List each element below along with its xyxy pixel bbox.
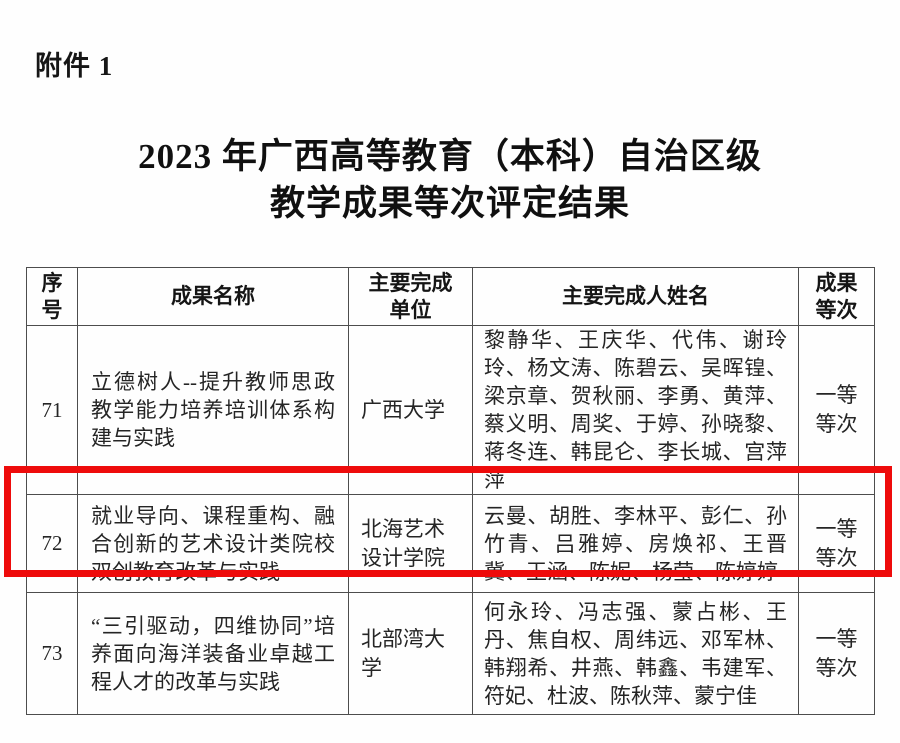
page-title-line-2: 教学成果等次评定结果 <box>269 184 630 223</box>
header-achievement-name: 成果名称 <box>77 267 349 326</box>
page-title-line-1: 2023 年广西高等教育（本科）自治区级 <box>138 137 762 176</box>
header-main-contributors: 主要完成人姓名 <box>472 267 799 326</box>
row-72-contributors: 云曼、胡胜、李林平、彭仁、孙竹青、吕雅婷、房焕祁、王晋冀、王涵、陈妮、杨莹、陈婷… <box>472 494 799 593</box>
row-71-serial-number: 71 <box>26 325 78 495</box>
row-72-organization: 北海艺术设计学院 <box>348 494 473 593</box>
table-row-71: 71 立德树人--提升教师思政教学能力培养培训体系构建与实践 广西大学 黎静华、… <box>26 325 875 495</box>
row-72-serial-number: 72 <box>26 494 78 593</box>
table-header-row: 序 号 成果名称 主要完成 单位 主要完成人姓名 成果 等次 <box>26 267 875 326</box>
row-71-contributors: 黎静华、王庆华、代伟、谢玲玲、杨文涛、陈碧云、吴晖锽、梁京章、贺秋丽、李勇、黄萍… <box>472 325 799 495</box>
row-72-grade: 一等 等次 <box>798 494 875 593</box>
row-73-organization: 北部湾大学 <box>348 592 473 715</box>
row-71-organization: 广西大学 <box>348 325 473 495</box>
row-73-contributors: 何永玲、冯志强、蒙占彬、王丹、焦自权、周纬远、邓军林、韩翔希、井燕、韩鑫、韦建军… <box>472 592 799 715</box>
row-71-grade: 一等 等次 <box>798 325 875 495</box>
table-row-72-highlighted: 72 就业导向、课程重构、融合创新的艺术设计类院校双创教育改革与实践 北海艺术设… <box>26 494 875 593</box>
row-73-achievement-name: “三引驱动，四维协同”培养面向海洋装备业卓越工程人才的改革与实践 <box>77 592 349 715</box>
row-73-grade: 一等 等次 <box>798 592 875 715</box>
table-row-73: 73 “三引驱动，四维协同”培养面向海洋装备业卓越工程人才的改革与实践 北部湾大… <box>26 592 875 715</box>
row-72-achievement-name: 就业导向、课程重构、融合创新的艺术设计类院校双创教育改革与实践 <box>77 494 349 593</box>
row-73-serial-number: 73 <box>26 592 78 715</box>
header-serial-number: 序 号 <box>26 267 78 326</box>
row-71-achievement-name: 立德树人--提升教师思政教学能力培养培训体系构建与实践 <box>77 325 349 495</box>
header-achievement-grade: 成果 等次 <box>798 267 875 326</box>
attachment-label: 附件 1 <box>35 51 114 81</box>
results-table: 序 号 成果名称 主要完成 单位 主要完成人姓名 成果 等次 71 立德树人--… <box>26 267 875 715</box>
header-main-organization: 主要完成 单位 <box>348 267 473 326</box>
page-title: 2023 年广西高等教育（本科）自治区级 教学成果等次评定结果 <box>0 133 900 227</box>
